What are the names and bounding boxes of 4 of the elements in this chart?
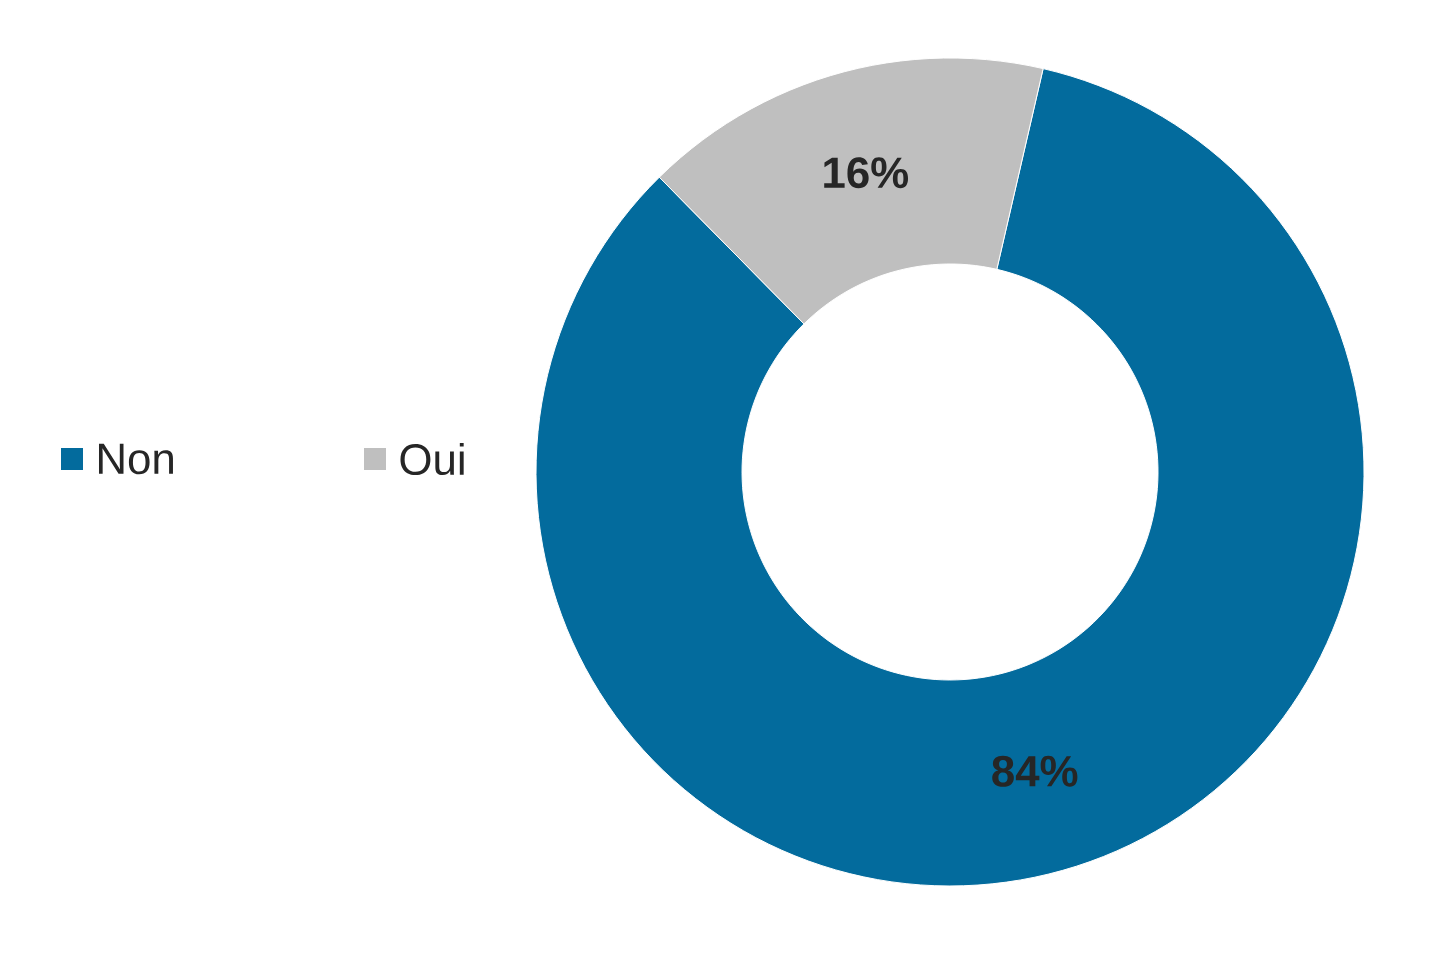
data-label: 84%: [992, 755, 1078, 787]
legend-label: Non: [98, 443, 173, 475]
data-label: 16%: [824, 157, 909, 189]
legend-label: Oui: [400, 442, 464, 476]
